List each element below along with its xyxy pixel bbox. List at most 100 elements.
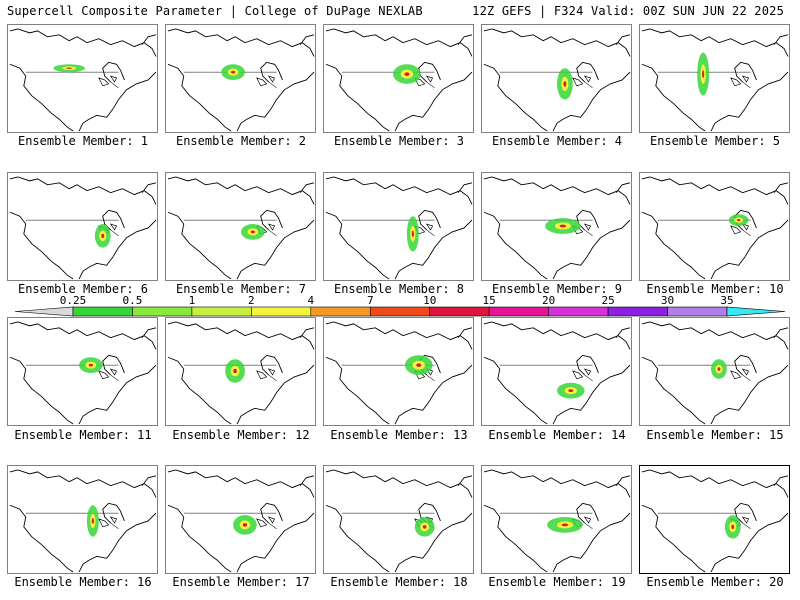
ensemble-member-caption: Ensemble Member: 6 xyxy=(17,282,149,296)
colorbar-tick-label: 10 xyxy=(423,294,437,307)
colorbar-segment xyxy=(488,306,549,317)
map-svg xyxy=(9,321,157,425)
map-svg xyxy=(167,469,315,573)
coastline xyxy=(641,469,789,573)
map-svg xyxy=(641,469,789,573)
scp-red-area xyxy=(404,72,410,76)
scp-red-area xyxy=(561,523,569,527)
great-lakes xyxy=(256,368,276,380)
country-border xyxy=(499,512,593,530)
ensemble-map-panel[interactable] xyxy=(323,465,474,574)
coastline xyxy=(483,469,631,573)
scp-red-area xyxy=(559,224,567,228)
ensemble-map-panel[interactable] xyxy=(165,24,316,133)
country-border xyxy=(499,364,593,382)
great-lakes xyxy=(730,368,750,380)
ensemble-map-panel[interactable] xyxy=(7,465,158,574)
colorbar-segment xyxy=(310,306,371,317)
colorbar-low-triangle xyxy=(14,306,74,317)
country-border xyxy=(25,364,119,382)
ensemble-map-panel[interactable] xyxy=(481,317,632,426)
coastline xyxy=(641,28,789,132)
map-svg xyxy=(483,28,631,132)
ensemble-member-caption: Ensemble Member: 9 xyxy=(491,282,623,296)
colorbar-segment xyxy=(369,306,431,317)
ensemble-member-caption: Ensemble Member: 10 xyxy=(646,282,784,296)
coastline xyxy=(9,28,157,132)
colorbar-tick-label: 15 xyxy=(482,294,496,307)
ensemble-member-caption: Ensemble Member: 19 xyxy=(488,575,626,589)
scp-red-area xyxy=(411,230,414,238)
ensemble-map-panel[interactable] xyxy=(7,172,158,281)
great-lakes xyxy=(730,75,750,87)
ensemble-map-panel[interactable] xyxy=(481,24,632,133)
coastline xyxy=(325,469,473,573)
map-svg xyxy=(325,176,473,280)
ensemble-map-panel[interactable] xyxy=(481,172,632,281)
ensemble-map-panel[interactable] xyxy=(639,24,790,133)
scp-red-area xyxy=(91,518,94,524)
coastline xyxy=(9,176,157,280)
map-svg xyxy=(167,321,315,425)
great-lakes xyxy=(98,75,118,87)
ensemble-member-caption: Ensemble Member: 17 xyxy=(172,575,310,589)
great-lakes xyxy=(414,75,434,87)
coastline xyxy=(325,321,473,425)
great-lakes xyxy=(256,75,276,87)
ensemble-member-caption: Ensemble Member: 16 xyxy=(14,575,152,589)
coastline xyxy=(483,176,631,280)
scp-red-area xyxy=(717,367,721,371)
ensemble-map-panel[interactable] xyxy=(481,465,632,574)
map-svg xyxy=(641,28,789,132)
coastline xyxy=(167,28,315,132)
scp-red-area xyxy=(736,219,741,222)
scp-red-area xyxy=(731,524,735,529)
scp-red-area xyxy=(242,523,248,527)
scp-red-area xyxy=(702,70,705,78)
colorbar-tick-label: 25 xyxy=(601,294,615,307)
ensemble-map-panel[interactable] xyxy=(7,24,158,133)
country-border xyxy=(183,219,277,237)
ensemble-member-caption: Ensemble Member: 3 xyxy=(333,134,465,148)
ensemble-map-panel[interactable] xyxy=(323,24,474,133)
colorbar-tick-label: 30 xyxy=(660,294,675,307)
ensemble-member-caption: Ensemble Member: 2 xyxy=(175,134,307,148)
great-lakes xyxy=(572,75,592,87)
ensemble-map-panel[interactable] xyxy=(323,317,474,426)
colorbar-segment xyxy=(607,306,668,317)
map-svg xyxy=(483,176,631,280)
colorbar-segment xyxy=(191,306,252,317)
ensemble-map-panel[interactable] xyxy=(323,172,474,281)
scp-red-area xyxy=(233,368,237,374)
coastline xyxy=(167,469,315,573)
ensemble-map-panel[interactable] xyxy=(639,317,790,426)
coastline xyxy=(325,176,473,280)
country-border xyxy=(341,219,435,237)
coastline xyxy=(483,321,631,425)
country-border xyxy=(183,512,277,530)
ensemble-member-caption: Ensemble Member: 14 xyxy=(488,428,626,442)
map-svg xyxy=(167,176,315,280)
scp-red-area xyxy=(250,230,255,234)
ensemble-map-panel[interactable] xyxy=(165,317,316,426)
ensemble-map-panel[interactable] xyxy=(165,172,316,281)
country-border xyxy=(499,219,593,237)
coastline xyxy=(9,321,157,425)
ensemble-member-caption: Ensemble Member: 18 xyxy=(330,575,468,589)
ensemble-map-panel[interactable] xyxy=(7,317,158,426)
great-lakes xyxy=(98,368,118,380)
colorbar-segment xyxy=(429,306,490,317)
ensemble-map-panel[interactable] xyxy=(639,465,790,574)
coastline xyxy=(167,176,315,280)
colorbar-tick-label: 0.25 xyxy=(59,294,87,307)
ensemble-map-panel[interactable] xyxy=(639,172,790,281)
ensemble-member-caption: Ensemble Member: 20 xyxy=(646,575,784,589)
map-svg xyxy=(9,28,157,132)
ensemble-map-panel[interactable] xyxy=(165,465,316,574)
map-svg xyxy=(641,176,789,280)
map-svg xyxy=(483,469,631,573)
great-lakes xyxy=(256,516,276,528)
coastline xyxy=(483,28,631,132)
scp-red-area xyxy=(416,363,422,367)
country-border xyxy=(657,512,751,530)
